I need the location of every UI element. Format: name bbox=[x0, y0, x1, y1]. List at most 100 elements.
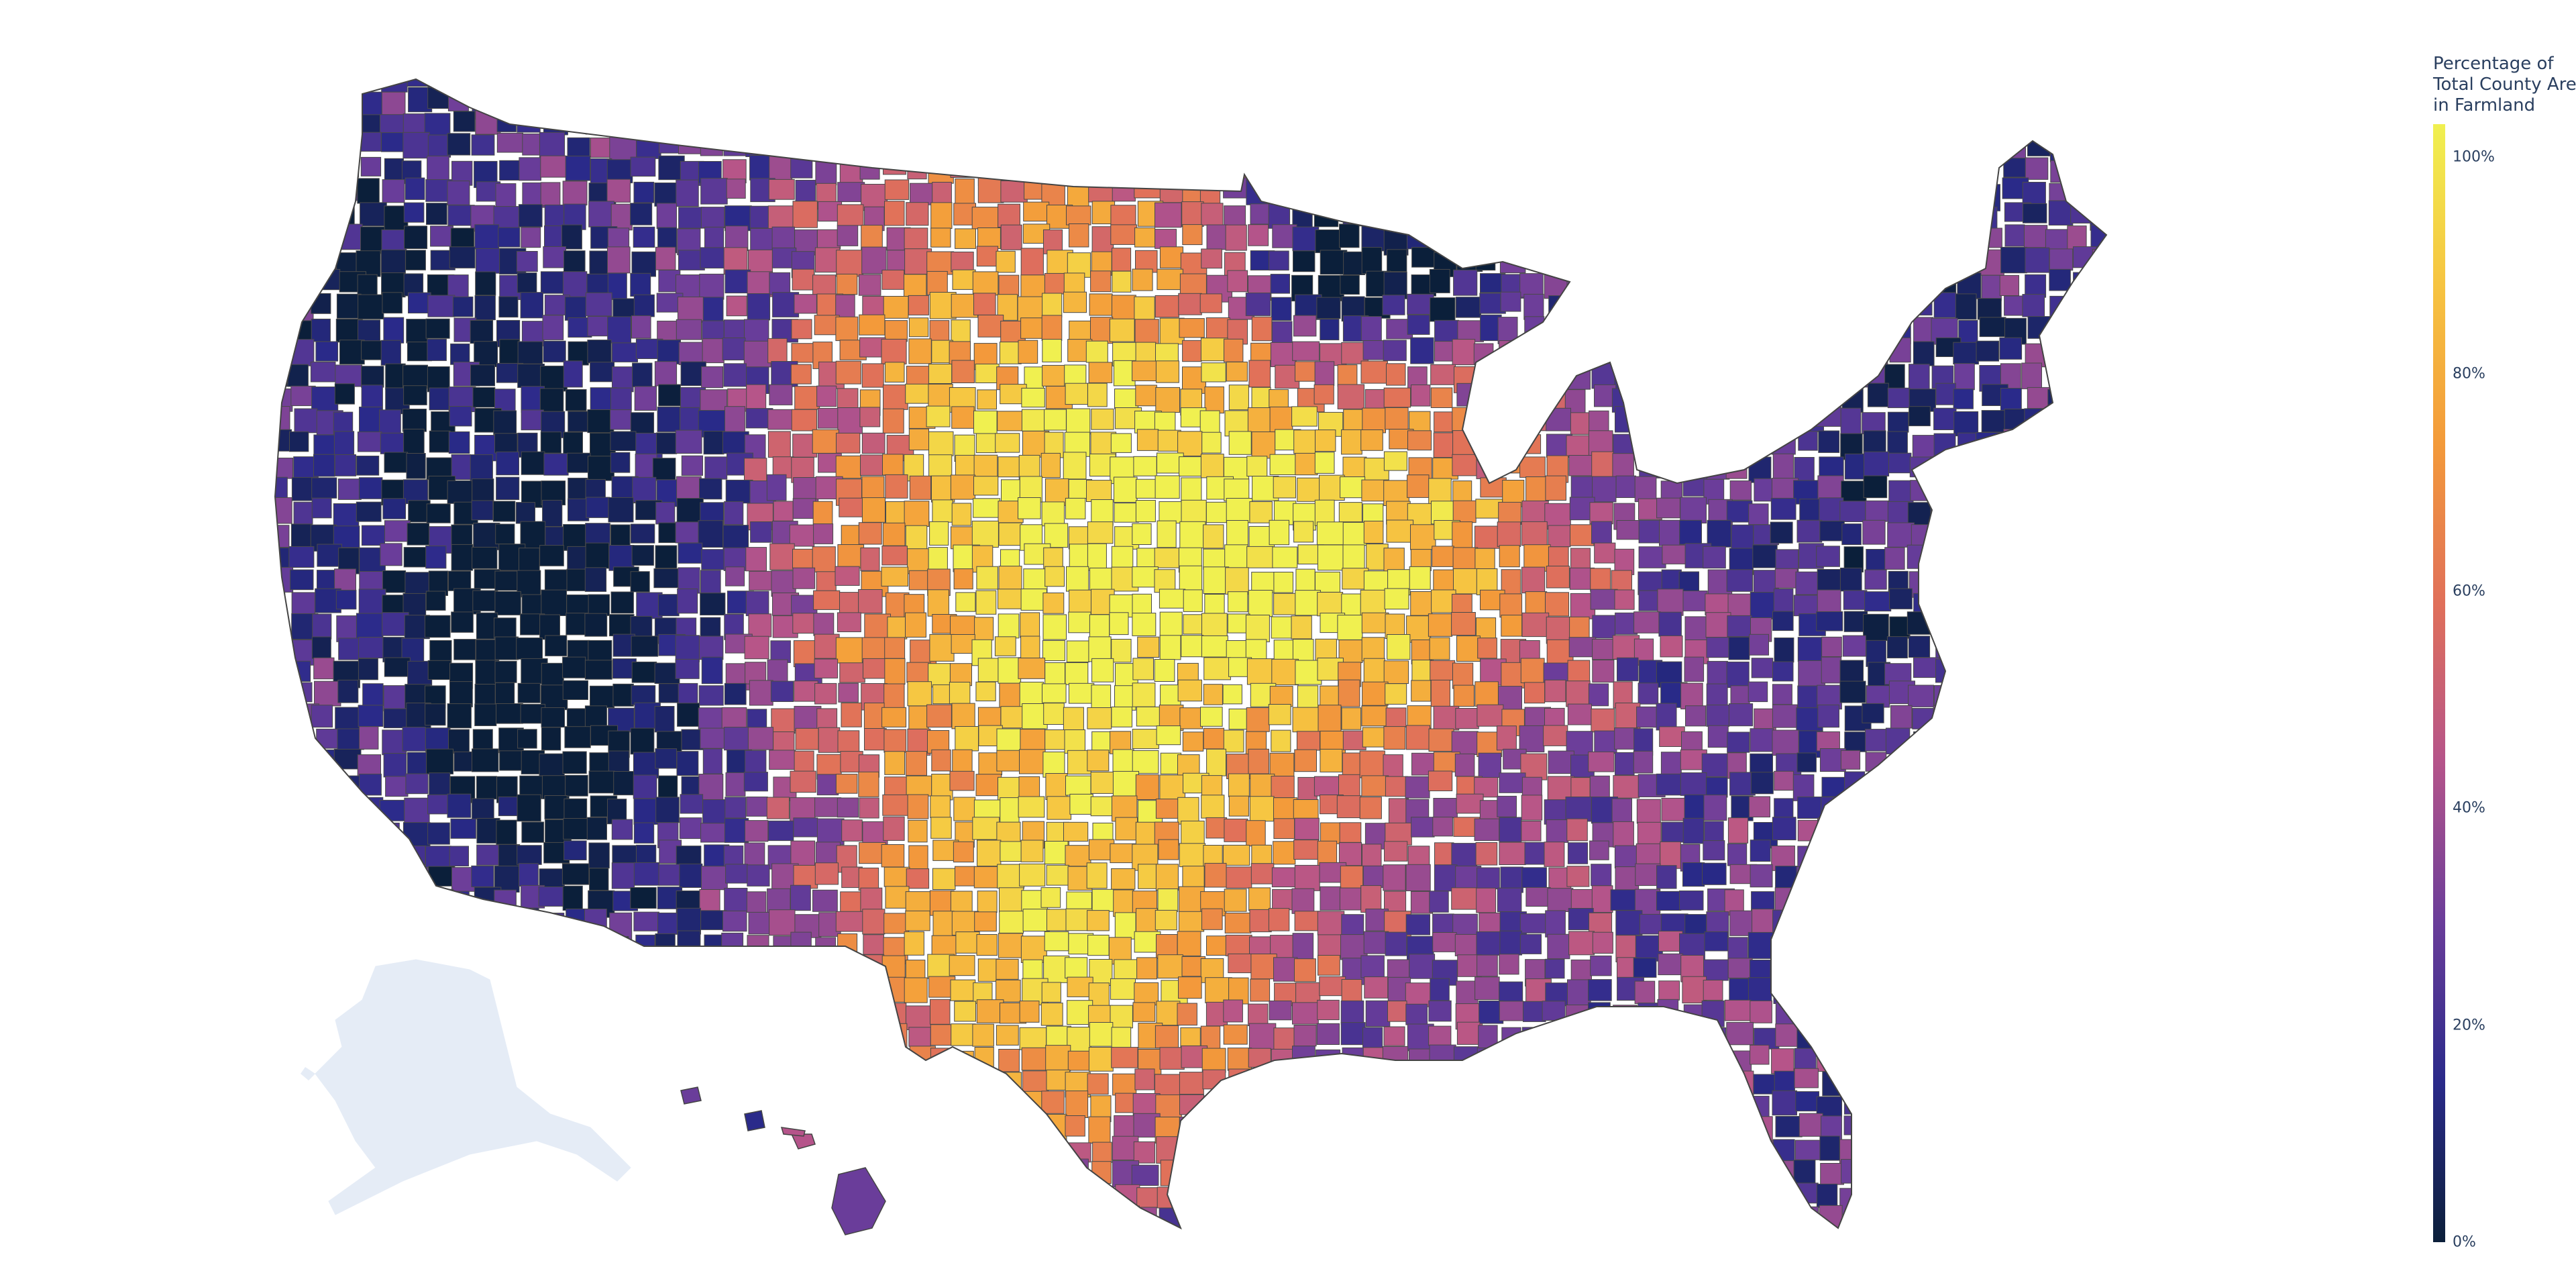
county-cell[interactable] bbox=[1774, 67, 1802, 91]
county-cell[interactable] bbox=[863, 1005, 888, 1029]
county-cell[interactable] bbox=[1179, 843, 1205, 868]
county-cell[interactable] bbox=[1317, 592, 1344, 617]
county-cell[interactable] bbox=[291, 1046, 317, 1070]
county-cell[interactable] bbox=[1519, 1161, 1542, 1188]
county-cell[interactable] bbox=[1817, 569, 1843, 591]
county-cell[interactable] bbox=[2027, 729, 2051, 755]
county-cell[interactable] bbox=[1612, 453, 1634, 480]
county-cell[interactable] bbox=[1955, 935, 1977, 956]
county-cell[interactable] bbox=[1180, 1206, 1201, 1227]
county-cell[interactable] bbox=[2092, 407, 2116, 427]
county-cell[interactable] bbox=[884, 1113, 906, 1136]
county-cell[interactable] bbox=[1250, 773, 1275, 799]
county-cell[interactable] bbox=[1252, 1116, 1277, 1139]
county-cell[interactable] bbox=[2027, 1161, 2052, 1183]
county-cell[interactable] bbox=[700, 207, 725, 229]
county-cell[interactable] bbox=[1248, 137, 1275, 165]
county-cell[interactable] bbox=[424, 615, 451, 638]
county-cell[interactable] bbox=[362, 683, 384, 707]
county-cell[interactable] bbox=[884, 1163, 908, 1186]
county-cell[interactable] bbox=[1248, 360, 1271, 388]
county-cell[interactable] bbox=[1979, 658, 2002, 685]
county-cell[interactable] bbox=[358, 909, 385, 931]
county-cell[interactable] bbox=[1796, 955, 1820, 979]
county-cell[interactable] bbox=[1589, 502, 1613, 525]
county-cell[interactable] bbox=[1337, 1229, 1358, 1249]
county-cell[interactable] bbox=[655, 748, 678, 769]
county-cell[interactable] bbox=[1181, 160, 1208, 184]
county-cell[interactable] bbox=[839, 1072, 867, 1095]
county-cell[interactable] bbox=[1525, 225, 1552, 248]
county-cell[interactable] bbox=[1454, 178, 1482, 202]
county-cell[interactable] bbox=[1316, 521, 1344, 546]
county-cell[interactable] bbox=[1979, 1094, 2002, 1118]
county-cell[interactable] bbox=[1091, 226, 1114, 254]
county-cell[interactable] bbox=[1821, 1000, 1847, 1025]
county-cell[interactable] bbox=[2118, 497, 2140, 518]
county-cell[interactable] bbox=[1913, 731, 1933, 752]
county-cell[interactable] bbox=[972, 1206, 996, 1232]
county-cell[interactable] bbox=[1501, 615, 1523, 637]
county-cell[interactable] bbox=[1042, 293, 1063, 318]
county-cell[interactable] bbox=[2047, 113, 2070, 140]
county-cell[interactable] bbox=[1890, 705, 1913, 729]
county-cell[interactable] bbox=[337, 1137, 360, 1162]
county-cell[interactable] bbox=[680, 1186, 706, 1213]
county-cell[interactable] bbox=[2116, 1005, 2135, 1025]
county-cell[interactable] bbox=[476, 68, 496, 93]
county-cell[interactable] bbox=[1361, 1233, 1381, 1258]
county-cell[interactable] bbox=[815, 937, 836, 964]
county-cell[interactable] bbox=[1701, 386, 1724, 411]
county-cell[interactable] bbox=[835, 132, 860, 158]
county-cell[interactable] bbox=[1633, 611, 1661, 634]
county-cell[interactable] bbox=[1955, 884, 1978, 912]
county-cell[interactable] bbox=[1841, 1233, 1862, 1258]
county-cell[interactable] bbox=[2026, 544, 2049, 568]
county-cell[interactable] bbox=[1636, 1210, 1657, 1237]
county-cell[interactable] bbox=[1567, 660, 1591, 682]
county-cell[interactable] bbox=[1656, 703, 1677, 731]
county-cell[interactable] bbox=[997, 411, 1024, 432]
county-cell[interactable] bbox=[724, 888, 748, 913]
county-cell[interactable] bbox=[1728, 636, 1750, 660]
county-cell[interactable] bbox=[792, 268, 815, 291]
county-cell[interactable] bbox=[288, 682, 313, 703]
county-cell[interactable] bbox=[1797, 64, 1818, 92]
county-cell[interactable] bbox=[586, 934, 614, 958]
county-cell[interactable] bbox=[928, 1069, 950, 1096]
county-cell[interactable] bbox=[1684, 1138, 1709, 1159]
county-cell[interactable] bbox=[606, 92, 628, 112]
county-cell[interactable] bbox=[1063, 707, 1084, 731]
county-cell[interactable] bbox=[1862, 1114, 1886, 1140]
county-cell[interactable] bbox=[1570, 1114, 1591, 1139]
county-cell[interactable] bbox=[1109, 612, 1129, 636]
county-cell[interactable] bbox=[1634, 136, 1658, 160]
county-cell[interactable] bbox=[1614, 727, 1638, 750]
county-cell[interactable] bbox=[932, 91, 955, 113]
county-cell[interactable] bbox=[632, 87, 655, 111]
county-cell[interactable] bbox=[1845, 69, 1871, 91]
county-cell[interactable] bbox=[1568, 293, 1593, 317]
county-cell[interactable] bbox=[884, 751, 906, 775]
county-cell[interactable] bbox=[1499, 202, 1519, 225]
county-cell[interactable] bbox=[453, 1205, 478, 1230]
county-cell[interactable] bbox=[1499, 1095, 1520, 1121]
county-cell[interactable] bbox=[860, 133, 888, 154]
county-cell[interactable] bbox=[1704, 160, 1729, 181]
county-cell[interactable] bbox=[2113, 1137, 2133, 1163]
county-cell[interactable] bbox=[1069, 589, 1092, 614]
county-cell[interactable] bbox=[2092, 844, 2118, 866]
county-cell[interactable] bbox=[932, 113, 955, 138]
county-cell[interactable] bbox=[1547, 66, 1572, 91]
county-cell[interactable] bbox=[1705, 249, 1725, 273]
county-cell[interactable] bbox=[447, 703, 472, 729]
county-cell[interactable] bbox=[561, 863, 590, 885]
county-cell[interactable] bbox=[495, 682, 515, 705]
county-cell[interactable] bbox=[384, 452, 409, 473]
county-cell[interactable] bbox=[995, 433, 1020, 453]
county-cell[interactable] bbox=[563, 66, 584, 93]
county-cell[interactable] bbox=[1545, 475, 1566, 501]
county-cell[interactable] bbox=[1295, 1163, 1315, 1190]
county-cell[interactable] bbox=[1638, 246, 1664, 268]
county-cell[interactable] bbox=[1661, 797, 1687, 821]
